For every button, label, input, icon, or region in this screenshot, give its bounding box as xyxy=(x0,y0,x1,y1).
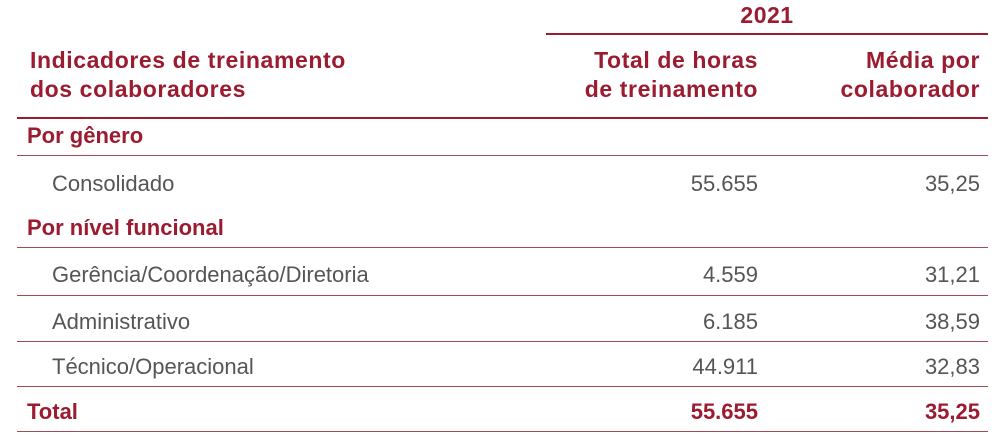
year-underline xyxy=(546,33,988,35)
row-total-hours: 6.185 xyxy=(702,309,758,334)
column-header-average: Média por colaborador xyxy=(760,46,980,104)
section-divider xyxy=(17,155,988,156)
row-total-hours: 55.655 xyxy=(690,171,758,196)
column-header-total-hours-line-2: de treinamento xyxy=(584,76,758,102)
row-total-hours: 44.911 xyxy=(692,354,758,379)
table-title-line-1: Indicadores de treinamento xyxy=(30,47,346,73)
column-header-total-hours: Total de horas de treinamento xyxy=(520,46,758,104)
table-title: Indicadores de treinamento dos colaborad… xyxy=(30,46,470,104)
row-label: Técnico/Operacional xyxy=(52,354,254,379)
section-title-level: Por nível funcional xyxy=(27,215,224,240)
row-label: Administrativo xyxy=(52,309,191,334)
row-divider xyxy=(17,295,988,296)
table-title-line-2: dos colaboradores xyxy=(30,76,246,102)
row-average: 38,59 xyxy=(924,309,980,334)
column-header-average-line-1: Média por xyxy=(865,47,980,73)
row-divider xyxy=(17,341,988,342)
row-label: Consolidado xyxy=(52,171,175,196)
row-divider xyxy=(17,386,988,387)
section-title-gender: Por gênero xyxy=(27,123,144,148)
year-header: 2021 xyxy=(740,2,794,28)
header-divider xyxy=(17,117,988,119)
row-average: 32,83 xyxy=(924,354,980,379)
row-total-hours: 4.559 xyxy=(702,262,758,287)
total-label: Total xyxy=(27,399,78,424)
section-divider xyxy=(17,247,988,248)
column-header-average-line-2: colaborador xyxy=(840,76,980,102)
total-average: 35,25 xyxy=(924,399,980,424)
row-label: Gerência/Coordenação/Diretoria xyxy=(52,262,369,287)
total-hours: 55.655 xyxy=(690,399,758,424)
column-header-total-hours-line-1: Total de horas xyxy=(594,47,758,73)
table-bottom-rule xyxy=(17,431,988,432)
row-average: 31,21 xyxy=(924,262,980,287)
row-average: 35,25 xyxy=(924,171,980,196)
